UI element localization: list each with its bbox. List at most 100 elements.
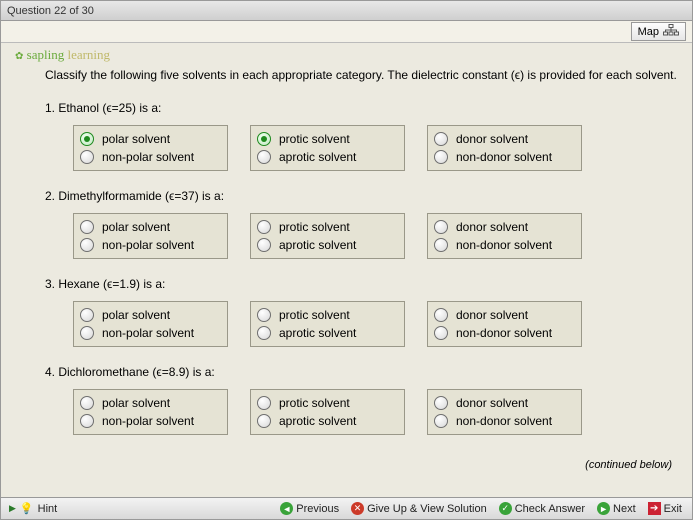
radio-option-polar[interactable]: polar solvent [80, 394, 219, 412]
radio-option-nondonor[interactable]: non-donor solvent [434, 324, 573, 342]
radio-icon [257, 308, 271, 322]
radio-icon [257, 238, 271, 252]
radio-option-donor[interactable]: donor solvent [434, 306, 573, 324]
sub-question: 2. Dimethylformamide (ϵ=37) is a: [45, 189, 678, 203]
radio-option-protic[interactable]: protic solvent [257, 130, 396, 148]
radio-icon [80, 132, 94, 146]
brand-logo: ✿ sapling learning [15, 47, 110, 63]
radio-option-aprotic[interactable]: aprotic solvent [257, 236, 396, 254]
continued-note: (continued below) [585, 459, 672, 471]
radio-icon [80, 220, 94, 234]
next-icon: ► [597, 502, 610, 515]
exit-button[interactable]: ➔ Exit [642, 502, 688, 515]
radio-option-donor[interactable]: donor solvent [434, 218, 573, 236]
radio-icon [80, 326, 94, 340]
option-group-polarity: polar solvent non-polar solvent [73, 125, 228, 171]
radio-icon [434, 414, 448, 428]
hint-button[interactable]: ▶ 💡 Hint [9, 502, 57, 515]
option-label: aprotic solvent [279, 238, 356, 252]
option-label: polar solvent [102, 220, 170, 234]
window-title: Question 22 of 30 [7, 5, 94, 17]
option-label: non-polar solvent [102, 150, 194, 164]
radio-option-polar[interactable]: polar solvent [80, 306, 219, 324]
radio-option-aprotic[interactable]: aprotic solvent [257, 412, 396, 430]
map-label: Map [638, 26, 659, 38]
radio-option-nondonor[interactable]: non-donor solvent [434, 236, 573, 254]
radio-option-donor[interactable]: donor solvent [434, 394, 573, 412]
option-group-proticity: protic solvent aprotic solvent [250, 389, 405, 435]
option-label: non-donor solvent [456, 238, 552, 252]
radio-icon [434, 308, 448, 322]
radio-option-nonpolar[interactable]: non-polar solvent [80, 412, 219, 430]
bulb-icon: 💡 [20, 502, 34, 515]
radio-option-nonpolar[interactable]: non-polar solvent [80, 148, 219, 166]
option-label: protic solvent [279, 132, 350, 146]
radio-icon [434, 150, 448, 164]
radio-icon [80, 150, 94, 164]
option-label: polar solvent [102, 308, 170, 322]
sub-question: 3. Hexane (ϵ=1.9) is a: [45, 277, 678, 291]
radio-option-polar[interactable]: polar solvent [80, 130, 219, 148]
option-groups: polar solvent non-polar solvent protic sol… [73, 301, 678, 347]
radio-option-aprotic[interactable]: aprotic solvent [257, 148, 396, 166]
option-label: non-donor solvent [456, 414, 552, 428]
previous-label: Previous [296, 503, 339, 515]
next-button[interactable]: ► Next [591, 502, 642, 515]
option-group-proticity: protic solvent aprotic solvent [250, 301, 405, 347]
hint-label: Hint [38, 503, 58, 515]
prev-icon: ◄ [280, 502, 293, 515]
giveup-icon: ✕ [351, 502, 364, 515]
option-label: donor solvent [456, 308, 528, 322]
radio-icon [80, 396, 94, 410]
radio-icon [257, 396, 271, 410]
radio-option-protic[interactable]: protic solvent [257, 306, 396, 324]
check-answer-button[interactable]: ✓ Check Answer [493, 502, 591, 515]
exit-label: Exit [664, 503, 682, 515]
radio-option-nondonor[interactable]: non-donor solvent [434, 148, 573, 166]
option-group-proticity: protic solvent aprotic solvent [250, 125, 405, 171]
giveup-label: Give Up & View Solution [367, 503, 487, 515]
option-group-polarity: polar solvent non-polar solvent [73, 389, 228, 435]
footer-bar: ▶ 💡 Hint ◄ Previous ✕ Give Up & View Sol… [1, 497, 692, 519]
radio-option-aprotic[interactable]: aprotic solvent [257, 324, 396, 342]
previous-button[interactable]: ◄ Previous [274, 502, 345, 515]
option-group-proticity: protic solvent aprotic solvent [250, 213, 405, 259]
radio-icon [434, 220, 448, 234]
option-label: protic solvent [279, 396, 350, 410]
radio-icon [434, 396, 448, 410]
check-icon: ✓ [499, 502, 512, 515]
question-content: Classify the following five solvents in … [45, 67, 678, 497]
map-button[interactable]: Map [631, 22, 686, 41]
option-label: polar solvent [102, 132, 170, 146]
radio-option-protic[interactable]: protic solvent [257, 394, 396, 412]
giveup-button[interactable]: ✕ Give Up & View Solution [345, 502, 493, 515]
option-group-donor: donor solvent non-donor solvent [427, 213, 582, 259]
option-label: aprotic solvent [279, 326, 356, 340]
radio-option-donor[interactable]: donor solvent [434, 130, 573, 148]
radio-option-nondonor[interactable]: non-donor solvent [434, 412, 573, 430]
option-groups: polar solvent non-polar solvent protic sol… [73, 213, 678, 259]
radio-icon [80, 238, 94, 252]
brand-text-1: sapling [27, 47, 65, 62]
radio-icon [434, 132, 448, 146]
radio-icon [257, 132, 271, 146]
option-label: non-polar solvent [102, 414, 194, 428]
radio-option-nonpolar[interactable]: non-polar solvent [80, 236, 219, 254]
radio-option-polar[interactable]: polar solvent [80, 218, 219, 236]
radio-icon [434, 326, 448, 340]
option-group-polarity: polar solvent non-polar solvent [73, 213, 228, 259]
radio-option-protic[interactable]: protic solvent [257, 218, 396, 236]
option-groups: polar solvent non-polar solvent protic sol… [73, 389, 678, 435]
radio-icon [434, 238, 448, 252]
sub-question: 1. Ethanol (ϵ=25) is a: [45, 101, 678, 115]
option-group-donor: donor solventnon-donor solvent [427, 125, 582, 171]
radio-option-nonpolar[interactable]: non-polar solvent [80, 324, 219, 342]
radio-icon [257, 326, 271, 340]
leaf-icon: ✿ [15, 51, 23, 62]
option-label: non-polar solvent [102, 326, 194, 340]
top-toolbar: Map [1, 21, 692, 43]
option-label: non-donor solvent [456, 326, 552, 340]
brand-text-2: learning [67, 47, 110, 62]
option-group-donor: donor solvent non-donor solvent [427, 389, 582, 435]
sub-question: 4. Dichloromethane (ϵ=8.9) is a: [45, 365, 678, 379]
